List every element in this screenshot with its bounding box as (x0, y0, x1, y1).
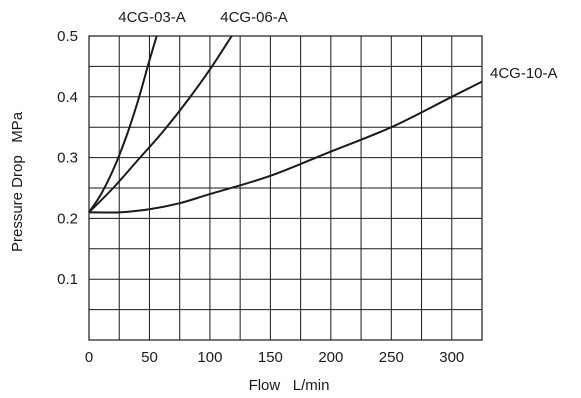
y-tick-label: 0.3 (57, 150, 78, 167)
series-line-2 (88, 35, 233, 214)
x-tick-label: 0 (85, 349, 93, 366)
y-tick-label: 0.5 (57, 28, 78, 45)
series-line-3 (88, 80, 483, 214)
x-tick-label: 100 (197, 349, 222, 366)
x-tick-label: 300 (439, 349, 464, 366)
y-tick-labels: 0.1 0.2 0.3 0.4 0.5 (57, 28, 78, 288)
series-label-3: 4CG-10-A (490, 65, 558, 82)
y-axis-label: Pressure Drop MPa (9, 111, 26, 252)
series-labels: 4CG-03-A 4CG-06-A 4CG-10-A (118, 9, 557, 82)
x-tick-label: 250 (379, 349, 404, 366)
y-tick-label: 0.4 (57, 89, 78, 106)
y-tick-label: 0.2 (57, 210, 78, 227)
x-tick-label: 150 (258, 349, 283, 366)
series-label-1: 4CG-03-A (118, 9, 186, 26)
x-tick-labels: 0 50 100 150 200 250 300 (85, 349, 464, 366)
series-curves (88, 35, 483, 214)
series-label-2: 4CG-06-A (220, 9, 288, 26)
x-tick-label: 50 (141, 349, 158, 366)
x-tick-label: 200 (318, 349, 343, 366)
plot-frame (88, 35, 483, 341)
chart-grid (89, 36, 482, 340)
x-axis-label: Flow L/min (249, 377, 330, 394)
y-tick-label: 0.1 (57, 271, 78, 288)
series-line-1 (88, 35, 158, 213)
